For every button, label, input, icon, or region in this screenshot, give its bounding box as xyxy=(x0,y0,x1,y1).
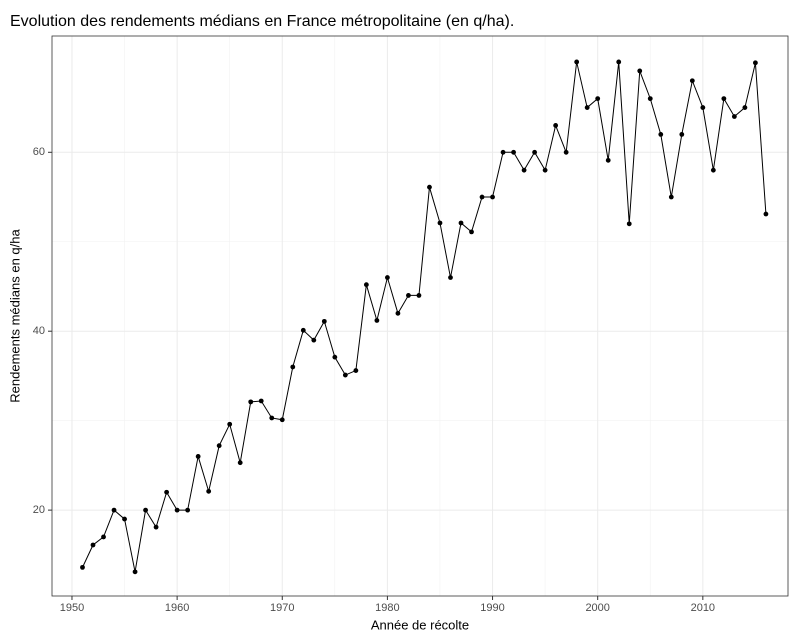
point xyxy=(469,229,474,235)
point xyxy=(479,194,485,200)
point xyxy=(679,132,685,137)
point xyxy=(206,488,212,494)
point xyxy=(668,194,674,200)
point xyxy=(637,68,643,74)
x-tick-label: 1980 xyxy=(375,602,399,614)
point xyxy=(595,96,601,102)
x-tick-label: 1990 xyxy=(480,602,504,614)
point xyxy=(332,354,338,360)
x-tick-label: 1970 xyxy=(270,602,294,614)
point xyxy=(500,149,506,155)
point xyxy=(269,415,275,421)
y-tick-label: 20 xyxy=(33,504,45,516)
point xyxy=(164,489,170,495)
point xyxy=(532,149,538,155)
point xyxy=(90,542,96,548)
x-axis-title: Année de récolte xyxy=(371,617,469,632)
point xyxy=(584,105,590,110)
point xyxy=(385,275,390,280)
point xyxy=(227,421,233,427)
point xyxy=(700,105,706,110)
y-tick-label: 40 xyxy=(33,325,45,337)
point xyxy=(195,454,201,459)
x-tick-label: 1960 xyxy=(165,602,189,614)
point xyxy=(416,293,422,298)
point xyxy=(406,293,411,298)
point xyxy=(731,114,737,119)
point xyxy=(143,507,148,513)
point xyxy=(521,167,527,173)
point xyxy=(248,399,254,405)
point xyxy=(490,194,495,200)
point xyxy=(542,167,548,173)
point xyxy=(342,372,348,378)
point xyxy=(132,569,138,575)
point xyxy=(363,282,369,288)
point xyxy=(647,96,653,102)
point xyxy=(237,460,243,466)
point xyxy=(427,184,432,190)
point xyxy=(605,157,611,163)
line xyxy=(82,61,767,572)
point xyxy=(437,220,443,226)
x-tick-label: 2000 xyxy=(585,602,609,614)
x-tick-label: 1950 xyxy=(60,602,84,614)
y-axis-title: Rendements médians en q/ha xyxy=(7,229,22,403)
point xyxy=(174,507,180,513)
point xyxy=(626,221,632,227)
point xyxy=(122,516,127,522)
panel-border xyxy=(51,35,789,597)
point xyxy=(185,507,191,513)
point xyxy=(101,534,106,540)
point xyxy=(574,59,580,65)
point xyxy=(216,443,222,449)
point xyxy=(395,310,401,316)
point xyxy=(658,132,664,137)
point xyxy=(458,220,464,226)
point xyxy=(353,368,359,373)
point xyxy=(258,398,264,404)
x-tick-label: 2010 xyxy=(691,602,715,614)
point xyxy=(300,327,306,333)
point xyxy=(311,337,317,343)
point xyxy=(710,167,716,173)
point xyxy=(80,564,85,570)
point xyxy=(721,96,727,102)
point xyxy=(290,364,296,370)
point xyxy=(111,507,117,513)
point xyxy=(511,149,516,155)
point xyxy=(753,60,758,66)
y-tick-label: 60 xyxy=(33,146,45,158)
point xyxy=(279,417,285,423)
point xyxy=(153,524,159,530)
point xyxy=(689,78,695,84)
point xyxy=(553,123,559,128)
point xyxy=(321,318,327,324)
point xyxy=(616,59,622,65)
point xyxy=(563,149,569,155)
point xyxy=(374,318,380,323)
point xyxy=(742,105,748,110)
point xyxy=(448,275,453,280)
chart-title: Evolution des rendements médians en Fran… xyxy=(10,13,514,30)
point xyxy=(763,211,769,217)
